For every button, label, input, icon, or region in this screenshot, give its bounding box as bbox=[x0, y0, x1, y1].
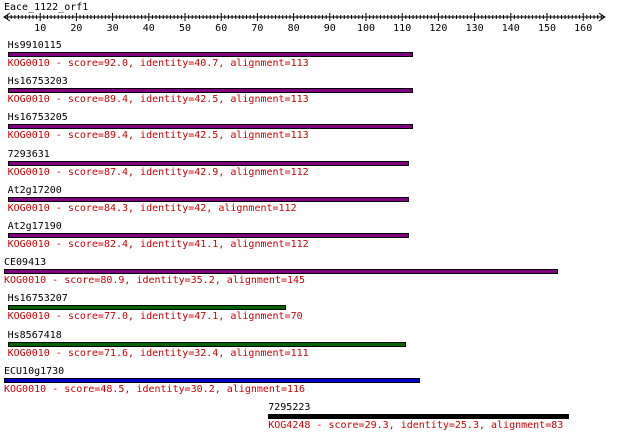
hit-details: KOG0010 - score=48.5, identity=30.2, ali… bbox=[4, 383, 306, 395]
hit-row[interactable]: Hs8567418 KOG0010 - score=71.6, identity=… bbox=[0, 330, 620, 364]
ruler-tick-label: 80 bbox=[288, 23, 300, 34]
ruler-tick-label: 20 bbox=[70, 23, 82, 34]
ruler-tick-label: 90 bbox=[324, 23, 336, 34]
hit-row[interactable]: Hs16753207 KOG0010 - score=77.0, identity… bbox=[0, 293, 620, 327]
hit-details: KOG0010 - score=71.6, identity=32.4, ali… bbox=[7, 347, 309, 359]
hit-row[interactable]: 7293631 KOG0010 - score=87.4, identity=42… bbox=[0, 149, 620, 183]
hit-name: 7293631 bbox=[7, 148, 50, 160]
ruler-tick-label: 130 bbox=[466, 23, 484, 34]
alignment-bar[interactable] bbox=[7, 88, 414, 94]
alignment-bar[interactable] bbox=[268, 414, 569, 419]
hit-row[interactable]: At2g17190 KOG0010 - score=82.4, identity=… bbox=[0, 221, 620, 255]
ruler-tick-label: 10 bbox=[34, 23, 46, 34]
hit-name: At2g17190 bbox=[7, 221, 62, 232]
hit-details: KOG0010 - score=89.4, identity=42.5, ali… bbox=[7, 94, 309, 106]
alignment-bar[interactable] bbox=[4, 269, 558, 275]
ruler-tick-label: 100 bbox=[357, 23, 375, 34]
hit-name: At2g17200 bbox=[7, 184, 62, 196]
ruler-tick-label: 70 bbox=[251, 23, 263, 34]
sequence-ruler: 10 20 30 40 50 60 70 80 90 100 110 120 130 140 150 160 bbox=[3, 12, 606, 34]
hit-name: CE09413 bbox=[4, 257, 47, 269]
hit-name: Hs16753203 bbox=[7, 76, 68, 88]
hit-row[interactable]: Hs9910115 KOG0010 - score=92.0, identity=… bbox=[0, 40, 620, 74]
hit-details: KOG4248 - score=29.3, identity=25.3, ali… bbox=[268, 420, 564, 431]
hit-name: Hs16753207 bbox=[7, 293, 68, 305]
hit-details: KOG0010 - score=84.3, identity=42, align… bbox=[7, 202, 297, 214]
hit-row[interactable]: Hs16753203 KOG0010 - score=89.4, identity… bbox=[0, 76, 620, 110]
ruler-arrow-left-icon bbox=[3, 12, 11, 22]
ruler-tick-label: 110 bbox=[393, 23, 411, 34]
hit-row[interactable]: 7295223 KOG4248 - score=29.3, identity=25… bbox=[0, 402, 620, 436]
hit-name: Hs9910115 bbox=[7, 40, 62, 51]
ruler-tick-label: 30 bbox=[107, 23, 119, 34]
hit-name: Hs8567418 bbox=[7, 329, 62, 341]
alignment-bar[interactable] bbox=[7, 305, 287, 311]
hit-details: KOG0010 - score=82.4, identity=41.1, ali… bbox=[7, 239, 309, 250]
alignment-bar[interactable] bbox=[7, 233, 410, 238]
alignment-bar[interactable] bbox=[7, 160, 410, 166]
ruler-tick-label: 60 bbox=[215, 23, 227, 34]
alignment-bar[interactable] bbox=[4, 377, 421, 383]
hit-details: KOG0010 - score=87.4, identity=42.9, ali… bbox=[7, 166, 309, 178]
alignment-bar[interactable] bbox=[7, 124, 414, 130]
ruler-tick-label: 150 bbox=[538, 23, 556, 34]
query-name: Eace_1122_orf1 bbox=[4, 2, 89, 13]
alignment-bar[interactable] bbox=[7, 196, 410, 202]
hit-details: KOG0010 - score=80.9, identity=35.2, ali… bbox=[4, 275, 306, 287]
hit-row[interactable]: Hs16753205 KOG0010 - score=89.4, identity… bbox=[0, 112, 620, 146]
hit-details: KOG0010 - score=92.0, identity=40.7, ali… bbox=[7, 58, 309, 69]
ruler-tick-label: 140 bbox=[502, 23, 520, 34]
ruler-tick-label: 120 bbox=[429, 23, 447, 34]
ruler-arrow-right-icon bbox=[598, 12, 606, 22]
hit-name: 7295223 bbox=[268, 402, 311, 413]
alignment-bar[interactable] bbox=[7, 52, 414, 57]
hit-details: KOG0010 - score=89.4, identity=42.5, ali… bbox=[7, 130, 309, 142]
ruler-tick-label: 50 bbox=[179, 23, 191, 34]
hit-details: KOG0010 - score=77.0, identity=47.1, ali… bbox=[7, 311, 303, 323]
alignment-bar[interactable] bbox=[7, 341, 406, 347]
hit-row[interactable]: ECU10g1730 KOG0010 - score=48.5, identity… bbox=[0, 366, 620, 400]
ruler-tick-label: 160 bbox=[574, 23, 592, 34]
hit-name: Hs16753205 bbox=[7, 112, 68, 124]
ruler-tick-label: 40 bbox=[143, 23, 155, 34]
hit-row[interactable]: CE09413 KOG0010 - score=80.9, identity=35… bbox=[0, 257, 620, 291]
hit-row[interactable]: At2g17200 KOG0010 - score=84.3, identity=… bbox=[0, 185, 620, 219]
hit-name: ECU10g1730 bbox=[4, 365, 65, 377]
